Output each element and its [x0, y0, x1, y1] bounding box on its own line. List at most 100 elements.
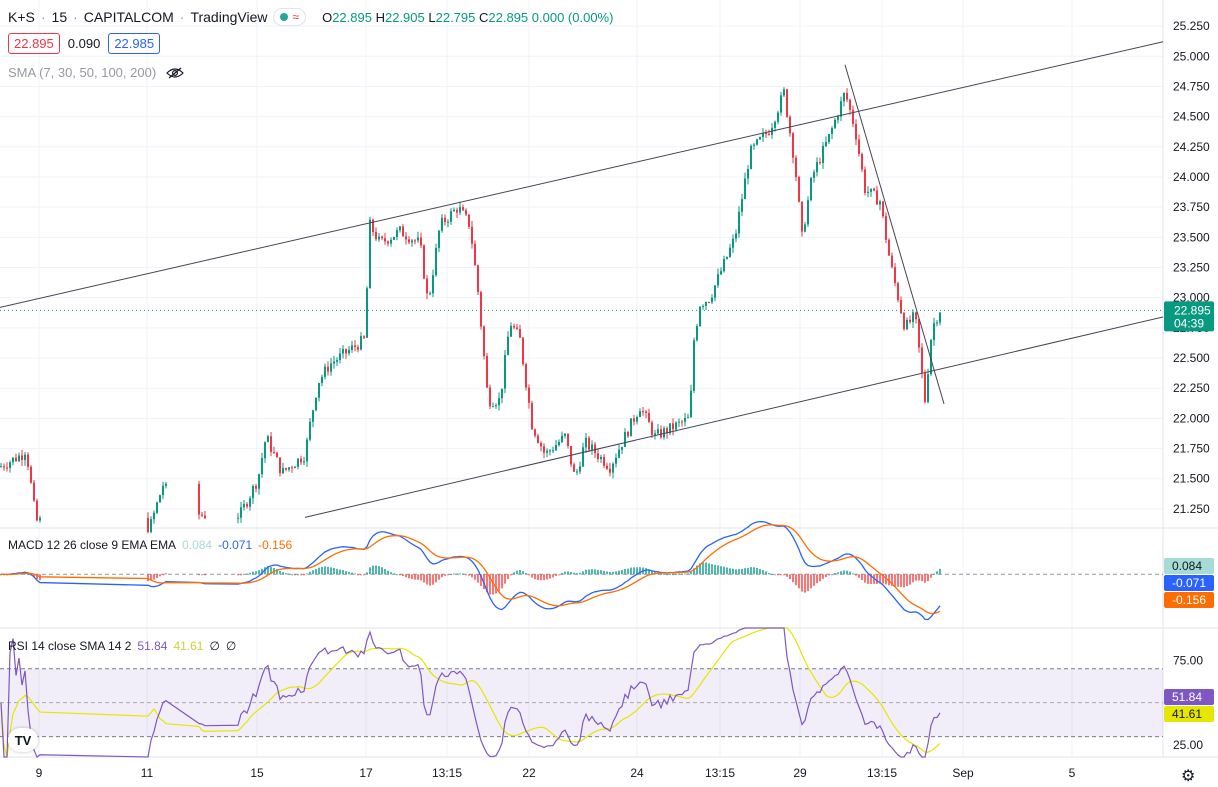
- macd-hist-bar: [651, 571, 653, 575]
- candle-body: [867, 191, 869, 194]
- macd-hist-bar: [603, 570, 605, 575]
- macd-hist-bar: [705, 562, 707, 575]
- candle: [654, 429, 656, 440]
- macd-hist-bar: [348, 571, 350, 575]
- macd-hist-bar: [672, 574, 674, 576]
- market-status-pill[interactable]: ≈: [273, 8, 307, 26]
- macd-hist-bar: [882, 574, 884, 584]
- candle-body: [780, 95, 782, 113]
- price-tick-9: 23.000: [1173, 291, 1210, 305]
- candle: [855, 119, 857, 146]
- candle: [273, 446, 275, 455]
- candle-body: [660, 429, 662, 438]
- candle: [777, 110, 779, 125]
- candle-body: [840, 101, 842, 117]
- candle: [378, 233, 380, 242]
- ask-price-button[interactable]: 22.985: [108, 33, 161, 54]
- macd-hist-bar: [738, 569, 740, 575]
- candle: [39, 515, 41, 523]
- macd-hist-bar: [582, 571, 584, 575]
- candle-body: [423, 245, 425, 279]
- candle-body: [318, 383, 320, 398]
- macd-hist-bar: [594, 569, 596, 575]
- macd-hist-bar: [600, 570, 602, 575]
- candle: [351, 340, 353, 353]
- candle-body: [357, 346, 359, 350]
- candle-body: [711, 297, 713, 303]
- candle: [834, 118, 836, 130]
- candle-body: [561, 435, 563, 442]
- macd-hist-bar: [258, 570, 260, 575]
- macd-hist-bar: [546, 574, 548, 580]
- candle: [687, 413, 689, 419]
- symbol-name[interactable]: K+S: [8, 9, 35, 25]
- candle: [744, 172, 746, 200]
- time-tick-2: 15: [250, 766, 264, 780]
- trendline-descending: [844, 64, 945, 405]
- candle-body: [642, 411, 644, 413]
- macd-hist-bar: [627, 568, 629, 575]
- macd-hist-bar: [744, 568, 746, 575]
- candle: [417, 231, 419, 243]
- macd-hist-bar: [153, 574, 155, 580]
- candle-body: [501, 388, 503, 399]
- macd-legend[interactable]: MACD 12 26 close 9 EMA EMA 0.084 -0.071 …: [8, 538, 292, 552]
- candle-body: [804, 224, 806, 232]
- macd-hist-bar: [444, 574, 446, 576]
- macd-hist-bar: [486, 574, 488, 593]
- macd-hist-bar: [684, 573, 686, 575]
- candle-body: [627, 432, 629, 437]
- candle: [930, 338, 932, 377]
- macd-hist-bar: [693, 568, 695, 575]
- candle-body: [339, 353, 341, 361]
- candle: [717, 268, 719, 288]
- macd-hist-bar: [276, 569, 278, 575]
- candle-body: [762, 132, 764, 138]
- candle-body: [375, 232, 377, 240]
- macd-hist-bar: [855, 574, 857, 576]
- candle-body: [252, 485, 254, 499]
- sma-legend[interactable]: SMA (7, 30, 50, 100, 200): [8, 65, 185, 80]
- gear-icon[interactable]: ⚙: [1181, 768, 1196, 785]
- candle-body: [498, 398, 500, 406]
- candle: [597, 448, 599, 463]
- hidden-eye-icon[interactable]: [166, 67, 185, 79]
- macd-hist-bar: [720, 566, 722, 575]
- candle-body: [723, 258, 725, 272]
- candle: [738, 206, 740, 238]
- candle: [0, 462, 2, 468]
- macd-hist-bar: [924, 574, 926, 583]
- candle-body: [330, 363, 332, 372]
- bid-price-button[interactable]: 22.895: [8, 33, 60, 54]
- candle: [474, 240, 476, 266]
- macd-hist-bar: [858, 574, 860, 578]
- candle-body: [522, 337, 524, 365]
- macd-hist-bar: [534, 574, 536, 580]
- candle: [741, 193, 743, 217]
- macd-hist-bar: [324, 566, 326, 575]
- candle-body: [147, 517, 149, 532]
- macd-hist-bar: [441, 574, 443, 578]
- candle: [642, 406, 644, 416]
- macd-hist-bar: [576, 573, 578, 575]
- candle-body: [486, 355, 488, 388]
- candle-body: [435, 247, 437, 276]
- macd-hist-bar: [267, 566, 269, 575]
- tradingview-logo[interactable]: TV: [8, 728, 38, 752]
- candle: [873, 187, 875, 192]
- candle: [900, 296, 902, 314]
- price-tick-4: 24.250: [1173, 140, 1210, 154]
- macd-hist-bar: [852, 573, 854, 575]
- candle-body: [600, 456, 602, 460]
- macd-hist-bar: [402, 574, 404, 577]
- candle: [246, 501, 248, 509]
- rsi-legend[interactable]: RSI 14 close SMA 14 2 51.84 41.61 ∅ ∅: [8, 639, 236, 653]
- macd-hist-bar: [291, 574, 293, 576]
- candle: [444, 214, 446, 226]
- macd-hist-bar: [159, 574, 161, 577]
- macd-hist-bar: [717, 565, 719, 575]
- macd-hist-bar: [633, 567, 635, 575]
- candle-body: [918, 319, 920, 348]
- interval[interactable]: 15: [51, 9, 68, 25]
